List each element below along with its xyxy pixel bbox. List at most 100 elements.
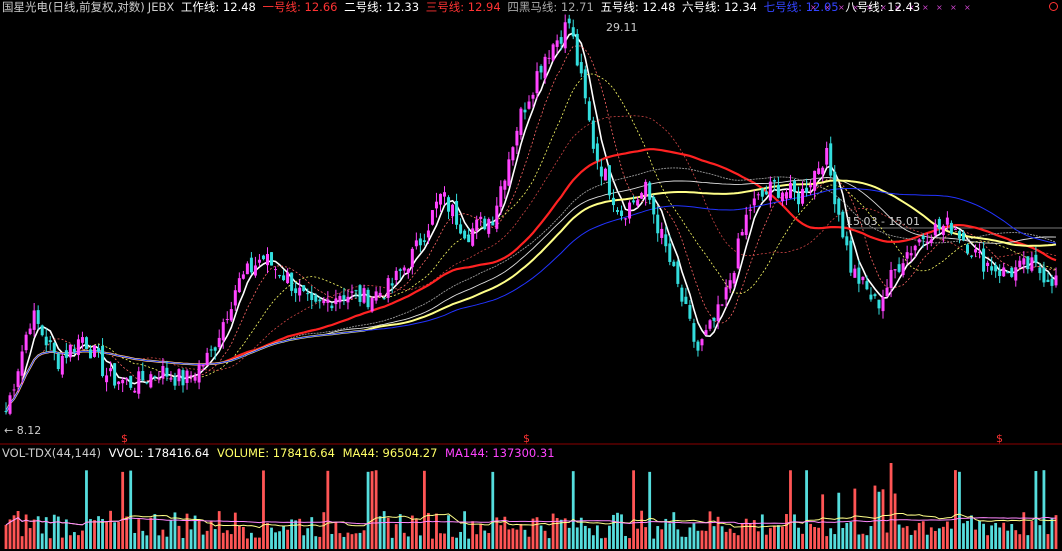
volume-bar (752, 520, 756, 549)
candle-body (430, 210, 434, 225)
volume-bar (20, 536, 24, 549)
volume-bar (676, 529, 680, 549)
volume-bar (221, 532, 225, 549)
x-marker: × (908, 3, 915, 12)
volume-bar (909, 534, 913, 549)
volume-bar (350, 534, 354, 549)
candle-body (455, 201, 459, 225)
volume-bar (547, 538, 551, 549)
volume-bar (535, 517, 539, 549)
volume-chart-panel[interactable]: VOL-TDX(44,144) VVOL: 178416.64 VOLUME: … (0, 445, 1062, 551)
volume-bar (117, 522, 121, 549)
volume-bar (925, 534, 929, 549)
volume-bar (197, 520, 201, 549)
volume-bar (125, 516, 129, 549)
candle-body (579, 62, 583, 74)
candle-body (587, 101, 591, 121)
volume-bar (668, 523, 672, 549)
volume-bar (1046, 534, 1050, 549)
volume-bar (624, 535, 627, 549)
x-marker: × (838, 3, 845, 12)
volume-bar (724, 531, 728, 549)
candle-body (599, 166, 603, 177)
volume-bar (153, 514, 157, 549)
candle-body (965, 244, 969, 254)
candle-body (495, 205, 499, 229)
volume-chart[interactable] (0, 445, 1062, 551)
candle-body (849, 240, 853, 273)
volume-bar (173, 512, 177, 549)
candle-body (821, 167, 825, 175)
volume-bar (805, 470, 808, 549)
candle-body (133, 390, 137, 393)
candle-body (105, 375, 109, 383)
candle-body (36, 310, 40, 324)
volume-bar (169, 520, 173, 549)
candle-body (16, 371, 20, 387)
candle-body (865, 281, 869, 290)
volume-bar (16, 511, 20, 549)
volume-bar (483, 530, 487, 549)
candle-body (1014, 267, 1018, 281)
volume-bar (213, 529, 217, 549)
candle-body (776, 184, 780, 198)
volume-bar (278, 531, 281, 549)
candle-body (109, 368, 113, 372)
candle-body (640, 193, 644, 199)
candle-body (229, 309, 233, 321)
close-panel-icon[interactable] (1049, 2, 1058, 11)
volume-bar (28, 528, 32, 549)
volume-bar (881, 489, 885, 549)
volume-bar (720, 526, 724, 549)
volume-bar (229, 534, 233, 549)
candle-body (861, 276, 865, 281)
volume-bar (575, 527, 579, 549)
volume-bar (233, 512, 237, 549)
volume-bar (515, 529, 519, 549)
candle-body (1042, 267, 1046, 283)
volume-bar (941, 526, 945, 549)
candle-body (241, 274, 245, 279)
candle-body (121, 379, 125, 384)
candle-body (350, 291, 354, 293)
candle-body (897, 264, 901, 272)
candle-body (330, 305, 334, 309)
price-chart-panel[interactable]: 29.11 ← 8.12 15.03 - 15.01 $ $ $ × × × × × × ×… (0, 0, 1062, 445)
candle-body (249, 257, 253, 273)
volume-bar (660, 529, 664, 549)
line-4: 四黑马线: 12.71 (507, 0, 594, 14)
candle-body (93, 345, 97, 357)
candle-body (933, 223, 937, 236)
candle-body (611, 197, 615, 206)
volume-bar (4, 524, 8, 549)
volume-bar (760, 514, 764, 549)
candle-body (60, 356, 64, 375)
candle-body (1026, 256, 1030, 270)
candle-body (68, 344, 72, 358)
volume-bar (696, 530, 700, 549)
candle-body (475, 219, 479, 231)
candle-body (426, 230, 430, 238)
candle-body (366, 289, 370, 308)
candle-body (845, 236, 849, 246)
candlestick-series (4, 14, 1058, 416)
x-marker: × (824, 3, 831, 12)
volume-bar (986, 535, 990, 549)
candle-body (728, 280, 732, 289)
candle-body (519, 108, 523, 135)
volume-bar (1010, 524, 1014, 549)
volume-bar (161, 529, 165, 549)
candle-body (334, 298, 338, 305)
volume-bar (418, 535, 422, 549)
candle-body (1022, 258, 1026, 265)
volume-bar (270, 527, 273, 549)
candle-body (479, 216, 483, 219)
price-chart[interactable]: 29.11 ← 8.12 15.03 - 15.01 $ $ $ × × × × × × ×… (0, 0, 1062, 445)
volume-bar (768, 528, 772, 549)
volume-bar (362, 530, 366, 549)
candle-body (1006, 272, 1010, 274)
candle-body (28, 328, 32, 335)
volume-bar (48, 538, 52, 549)
candle-body (652, 197, 656, 215)
candle-body (322, 300, 326, 304)
